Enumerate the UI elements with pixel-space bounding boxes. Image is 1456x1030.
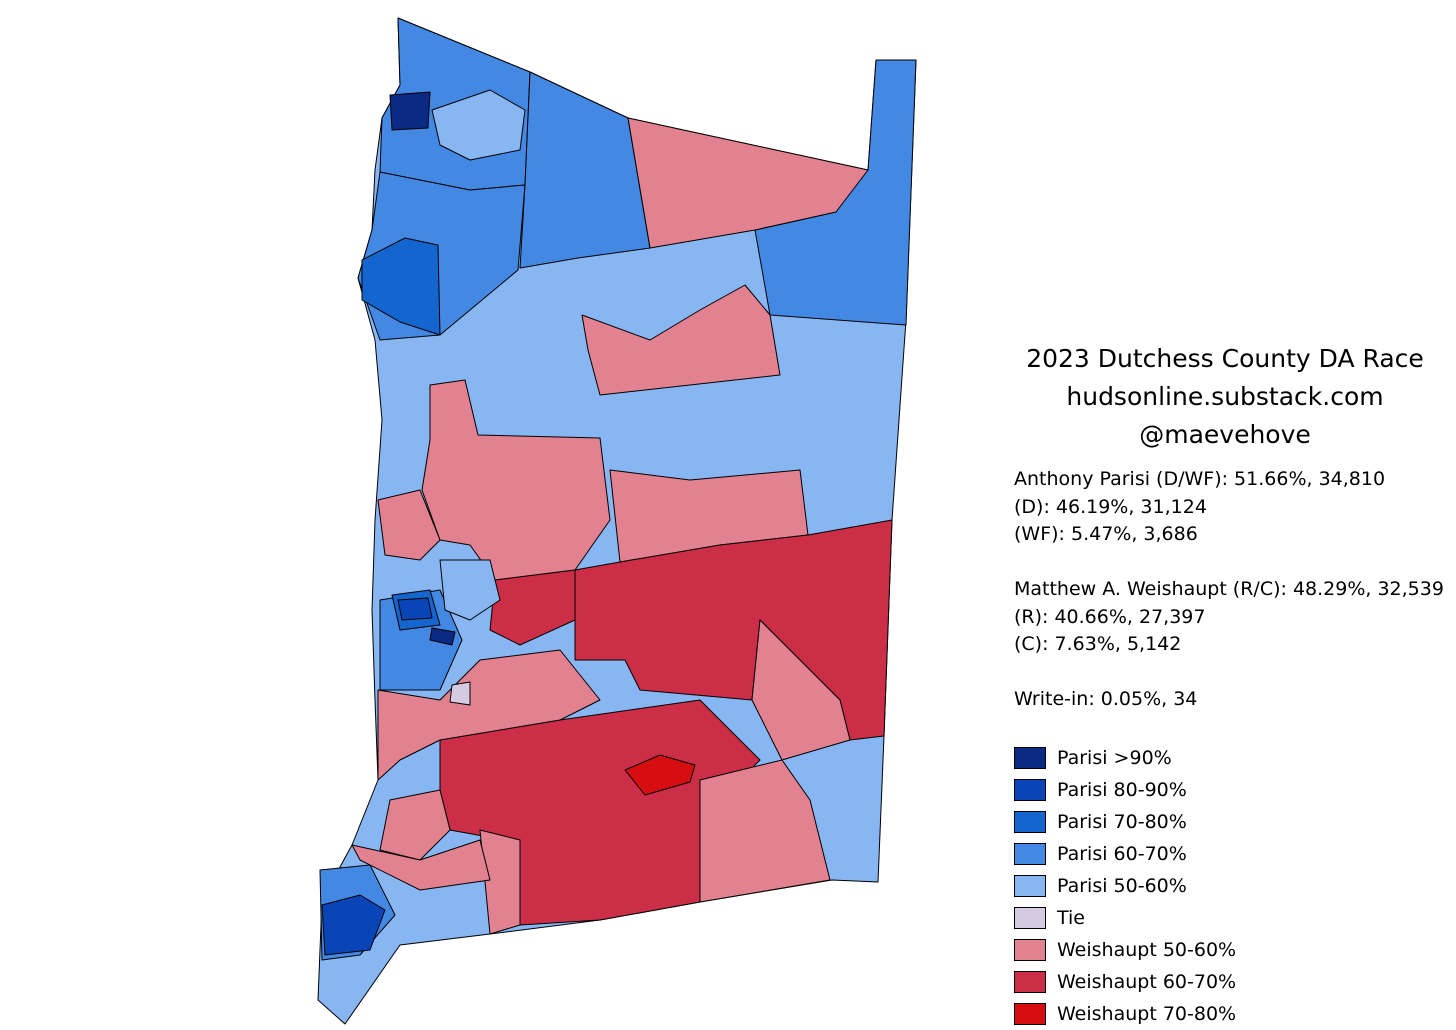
legend-item: Weishaupt 70-80% xyxy=(1014,998,1236,1030)
weishaupt-c: (C): 7.63%, 5,142 xyxy=(1014,633,1182,655)
legend-swatch xyxy=(1014,811,1046,833)
legend-item: Parisi 60-70% xyxy=(1014,838,1236,870)
precinct-beacon-80-90 xyxy=(321,894,386,956)
legend-label: Weishaupt 50-60% xyxy=(1057,939,1237,961)
legend-label: Parisi 50-60% xyxy=(1057,875,1187,897)
legend-swatch xyxy=(1014,747,1046,769)
map-author: @maevehove xyxy=(1139,420,1311,449)
legend-item: Weishaupt 50-60% xyxy=(1014,934,1236,966)
precinct-se-red-light xyxy=(699,759,831,903)
county-map xyxy=(317,17,917,1025)
precinct-central-red-1 xyxy=(581,284,781,396)
precinct-pk-90 xyxy=(429,627,456,646)
legend-label: Parisi 60-70% xyxy=(1057,843,1187,865)
precinct-nw-light xyxy=(431,89,526,161)
legend-item: Parisi 80-90% xyxy=(1014,774,1236,806)
precinct-west-60-70 xyxy=(489,569,576,646)
legend-swatch xyxy=(1014,875,1046,897)
parisi-total: Anthony Parisi (D/WF): 51.66%, 34,810 xyxy=(1014,468,1386,490)
precinct-south-red-light xyxy=(479,829,521,935)
legend: Parisi >90% Parisi 80-90% Parisi 70-80% … xyxy=(1014,742,1236,1030)
legend-swatch xyxy=(1014,779,1046,801)
precinct-tie xyxy=(449,681,471,706)
results-block: Anthony Parisi (D/WF): 51.66%, 34,810 (D… xyxy=(1014,466,1454,714)
parisi-wf: (WF): 5.47%, 3,686 xyxy=(1014,523,1198,545)
write-in: Write-in: 0.05%, 34 xyxy=(1014,688,1198,710)
precinct-nw-90 xyxy=(389,91,431,131)
legend-swatch xyxy=(1014,971,1046,993)
legend-swatch xyxy=(1014,843,1046,865)
legend-label: Parisi 80-90% xyxy=(1057,779,1187,801)
precinct-pk-80-90 xyxy=(397,597,433,621)
weishaupt-r: (R): 40.66%, 27,397 xyxy=(1014,605,1206,628)
precinct-70-80 xyxy=(624,754,696,796)
legend-label: Weishaupt 70-80% xyxy=(1057,1003,1237,1025)
map-title: 2023 Dutchess County DA Race xyxy=(1026,344,1424,373)
precinct-east-red-light xyxy=(751,619,851,761)
legend-item: Parisi 50-60% xyxy=(1014,870,1236,902)
precinct-north-red xyxy=(627,117,869,249)
map-source: hudsonline.substack.com xyxy=(1066,382,1384,411)
precinct-pk-light xyxy=(439,559,501,621)
legend-swatch xyxy=(1014,939,1046,961)
weishaupt-total: Matthew A. Weishaupt (R/C): 48.29%, 32,5… xyxy=(1014,578,1444,600)
map-title-block: 2023 Dutchess County DA Race hudsonline.… xyxy=(1000,340,1450,454)
legend-swatch xyxy=(1014,1003,1046,1025)
legend-label: Parisi 70-80% xyxy=(1057,811,1187,833)
precinct-sw-red-2 xyxy=(351,839,491,891)
legend-swatch xyxy=(1014,907,1046,929)
precinct-southwest-red xyxy=(379,789,451,861)
legend-item: Parisi 70-80% xyxy=(1014,806,1236,838)
parisi-d: (D): 46.19%, 31,124 xyxy=(1014,495,1207,518)
legend-label: Tie xyxy=(1057,907,1085,929)
legend-label: Weishaupt 60-70% xyxy=(1057,971,1237,993)
legend-item: Parisi >90% xyxy=(1014,742,1236,774)
precinct-west-red xyxy=(377,489,441,561)
legend-item: Tie xyxy=(1014,902,1236,934)
legend-item: Weishaupt 60-70% xyxy=(1014,966,1236,998)
legend-label: Parisi >90% xyxy=(1057,747,1172,769)
precinct-west-mid-red xyxy=(377,649,601,781)
precinct-nw-70-80 xyxy=(361,237,441,336)
precinct-north-central xyxy=(519,71,651,269)
